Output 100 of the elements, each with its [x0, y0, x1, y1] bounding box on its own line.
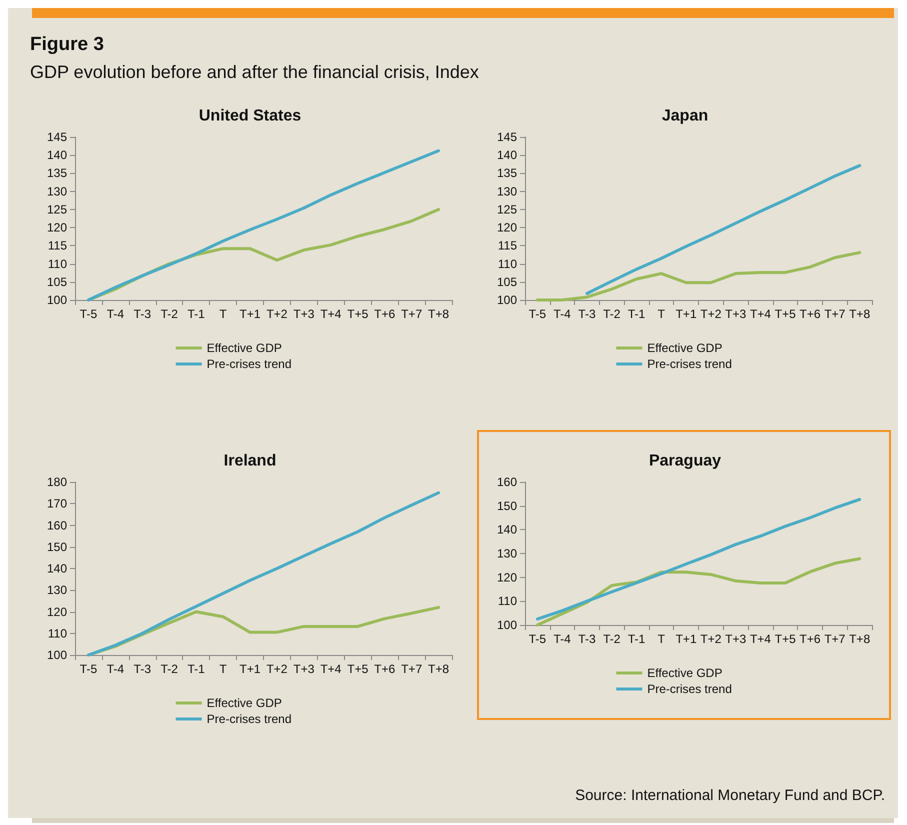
- text: Figure 3: [30, 34, 104, 56]
- x-tick-label: T+6: [800, 307, 821, 321]
- x-tick-label: T+8: [849, 307, 870, 321]
- x-tick-label: T+1: [676, 307, 697, 321]
- x-tick-label: T+6: [374, 662, 396, 676]
- x-tick-label: T+6: [374, 307, 396, 321]
- line-series: [86, 149, 440, 302]
- x-tick-label: T+5: [774, 632, 796, 646]
- x-tick-label: T-2: [160, 307, 178, 321]
- legend-label: Pre-crises trend: [647, 357, 732, 371]
- chart-title: Paraguay: [648, 452, 722, 470]
- y-tick-label: 150: [496, 498, 518, 513]
- y-tick-label: 105: [496, 274, 518, 289]
- y-tick-label: 100: [496, 293, 518, 307]
- x-tick-label: T-1: [628, 307, 646, 321]
- legend-label: Pre-crises trend: [647, 682, 732, 696]
- y-tick-label: 115: [498, 238, 518, 253]
- x-tick-label: T+7: [401, 307, 422, 321]
- x-tick-label: T+6: [800, 632, 821, 646]
- y-tick-label: 180: [46, 475, 68, 489]
- x-tick-label: T+7: [824, 632, 846, 646]
- line-series: [536, 498, 862, 621]
- x-tick-label: T+5: [774, 307, 796, 321]
- y-tick-label: 145: [496, 130, 518, 144]
- x-tick-label: T-2: [160, 662, 178, 676]
- x-tick-label: T+4: [750, 307, 772, 321]
- x-tick-label: T: [219, 307, 228, 321]
- x-tick-label: T-2: [603, 632, 621, 646]
- y-tick-label: 100: [46, 293, 68, 307]
- x-tick-label: T-5: [80, 307, 98, 321]
- x-tick-label: T+8: [428, 307, 450, 321]
- legend-label: Effective GDP: [206, 341, 282, 355]
- x-tick-label: T+3: [293, 662, 315, 676]
- x-tick-label: T+2: [700, 632, 722, 646]
- x-tick-label: T+1: [240, 662, 261, 676]
- x-tick-label: T-4: [106, 662, 124, 676]
- y-tick-label: 100: [496, 618, 518, 632]
- y-tick-label: 135: [46, 166, 68, 180]
- line-series: [536, 251, 862, 302]
- x-tick-label: T-4: [554, 307, 572, 321]
- x-tick-label: T+7: [401, 662, 422, 676]
- x-tick-label: T+1: [240, 307, 261, 321]
- chart-title: Japan: [662, 108, 708, 124]
- legend-label: Effective GDP: [647, 341, 722, 355]
- y-tick-label: 100: [46, 648, 68, 662]
- x-tick-label: T+2: [266, 307, 288, 321]
- x-tick-label: T+3: [293, 307, 315, 321]
- y-tick-label: 120: [496, 220, 518, 235]
- y-tick-label: 130: [46, 184, 68, 198]
- x-tick-label: T+3: [725, 307, 747, 321]
- x-tick-label: T-5: [528, 307, 546, 321]
- x-tick-label: T+8: [428, 662, 450, 676]
- x-tick-label: T-3: [578, 307, 596, 321]
- y-tick-label: 130: [496, 184, 518, 198]
- y-tick-label: 115: [48, 238, 68, 253]
- x-tick-label: T-2: [603, 307, 621, 321]
- legend-label: Effective GDP: [206, 696, 282, 710]
- y-tick-label: 130: [496, 546, 518, 560]
- y-tick-label: 135: [496, 166, 518, 180]
- x-tick-label: T+8: [849, 632, 870, 646]
- x-tick-label: T-1: [628, 632, 646, 646]
- y-tick-label: 150: [46, 540, 68, 554]
- x-tick-label: T+4: [320, 307, 342, 321]
- y-tick-label: 120: [496, 570, 518, 584]
- x-tick-label: T-1: [188, 662, 206, 676]
- legend-label: Pre-crises trend: [206, 357, 292, 371]
- x-tick-label: T: [658, 307, 666, 321]
- y-tick-label: 110: [48, 626, 68, 640]
- x-tick-label: T+4: [320, 662, 342, 676]
- x-tick-label: T-1: [188, 307, 206, 321]
- y-tick-label: 140: [46, 148, 68, 162]
- y-tick-label: 110: [48, 256, 68, 271]
- y-tick-label: 170: [46, 496, 68, 511]
- chart-title: United States: [198, 108, 302, 124]
- text: GDP evolution before and after the financial crisis, Index: [30, 62, 479, 83]
- line-series: [585, 164, 862, 295]
- x-tick-label: T-4: [554, 632, 572, 646]
- source-note: Source: International Monetary Fund and BCP.: [575, 787, 885, 804]
- legend-label: Pre-crises trend: [206, 712, 292, 726]
- x-tick-label: T-3: [134, 307, 152, 321]
- legend-label: Effective GDP: [647, 666, 722, 680]
- x-tick-label: T-5: [80, 662, 98, 676]
- x-tick-label: T: [219, 662, 228, 676]
- y-tick-label: 110: [498, 594, 518, 608]
- x-tick-label: T+5: [347, 307, 369, 321]
- y-tick-label: 160: [496, 475, 518, 489]
- x-tick-label: T+4: [750, 632, 772, 646]
- y-tick-label: 145: [46, 130, 68, 144]
- chart-title: Ireland: [224, 452, 276, 470]
- y-tick-label: 110: [498, 256, 518, 271]
- x-tick-label: T-3: [578, 632, 596, 646]
- x-tick-label: T-4: [106, 307, 124, 321]
- x-tick-label: T+3: [725, 632, 747, 646]
- y-tick-label: 120: [46, 220, 68, 235]
- line-series: [86, 491, 440, 656]
- y-tick-label: 125: [46, 202, 68, 216]
- y-tick-label: 140: [496, 148, 518, 162]
- x-tick-label: T-3: [134, 662, 152, 676]
- y-tick-label: 105: [46, 274, 68, 289]
- x-tick-label: T: [658, 632, 666, 646]
